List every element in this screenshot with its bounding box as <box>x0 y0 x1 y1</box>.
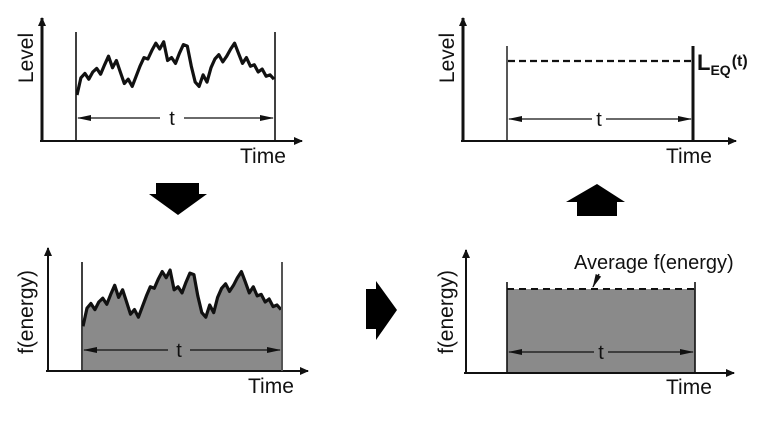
energy-waveform <box>81 268 283 327</box>
flow-arrow-down <box>149 183 207 215</box>
y-axis-label: Level <box>15 33 38 83</box>
y-axis-label: f(energy) <box>15 270 38 354</box>
level-waveform <box>75 40 276 96</box>
x-axis-label: Time <box>666 376 712 399</box>
flow-arrow-up <box>566 184 625 216</box>
interval-label: t <box>596 109 602 131</box>
panel-bottom-right: Average f(energy) t f(energy) Time <box>435 249 735 399</box>
annotation-pointer <box>592 273 602 288</box>
y-axis-label: Level <box>436 33 459 83</box>
average-energy-area <box>507 289 695 373</box>
average-energy-annotation: Average f(energy) <box>574 252 734 274</box>
interval-label: t <box>598 342 604 364</box>
panel-top-left: t Level Time <box>15 17 303 168</box>
leq-argument: (t) <box>732 53 748 70</box>
leq-label: LEQ(t) <box>697 50 748 78</box>
leq-main: L <box>697 50 710 75</box>
x-axis-label: Time <box>240 145 286 168</box>
x-axis-label: Time <box>666 145 712 168</box>
flow-arrow-right <box>366 281 397 340</box>
panel-top-right: LEQ(t) t Level Time <box>436 17 748 168</box>
interval-label: t <box>176 340 182 362</box>
panel-bottom-left: t f(energy) Time <box>15 247 309 398</box>
x-axis-label: Time <box>248 375 294 398</box>
leq-subscript: EQ <box>710 62 730 78</box>
energy-area-fill <box>83 270 281 371</box>
y-axis-label: f(energy) <box>435 270 458 354</box>
interval-label: t <box>169 108 175 130</box>
